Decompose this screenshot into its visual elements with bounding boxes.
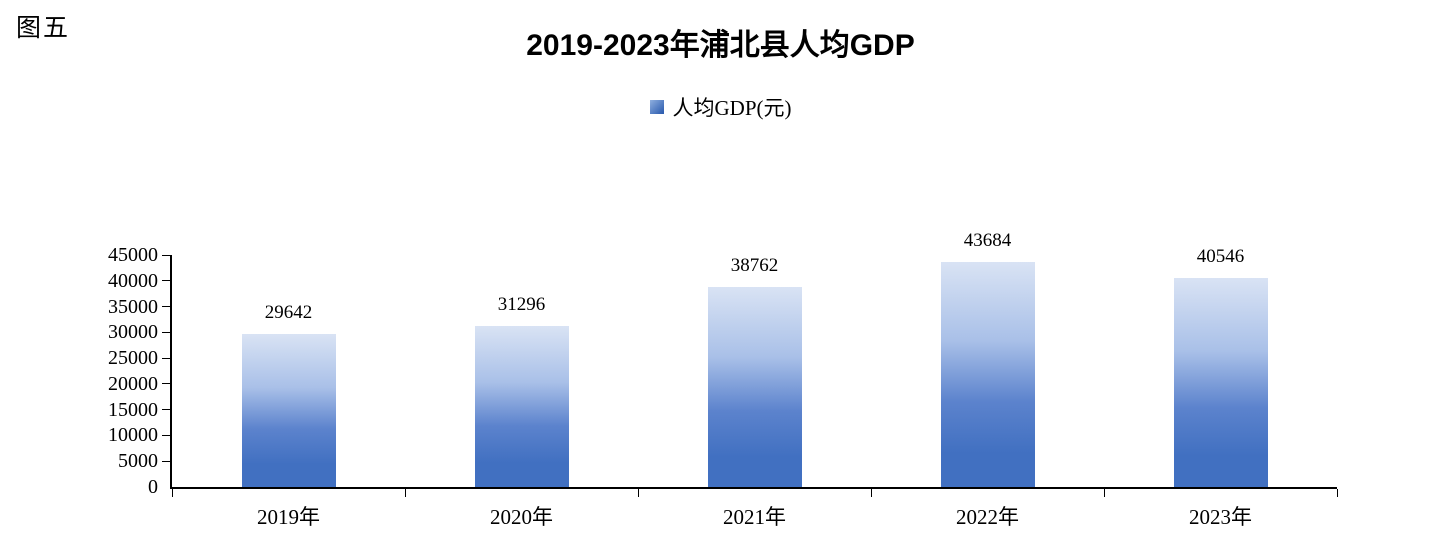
- y-axis-tick: [162, 306, 170, 308]
- legend: 人均GDP(元): [0, 92, 1441, 122]
- y-axis-label: 15000: [108, 398, 158, 421]
- y-axis-tick: [162, 280, 170, 282]
- x-axis-tick: [171, 489, 173, 497]
- x-axis-category-label: 2019年: [257, 505, 320, 529]
- x-axis-tick: [404, 489, 406, 497]
- y-axis-label: 25000: [108, 347, 158, 370]
- y-axis-tick: [162, 460, 170, 462]
- y-axis-label: 45000: [108, 244, 158, 266]
- x-axis-tick: [870, 489, 872, 497]
- y-axis-label: 30000: [108, 321, 158, 344]
- bar-2022年: [940, 261, 1035, 487]
- bar-2020年: [474, 325, 569, 487]
- y-axis-label: 35000: [108, 295, 158, 318]
- bar-value-label: 40546: [1196, 245, 1245, 267]
- y-axis-label: 5000: [118, 450, 158, 473]
- figure-label: 图五: [16, 15, 71, 42]
- x-axis-category-label: 2020年: [490, 505, 553, 529]
- y-axis-label: 20000: [108, 372, 158, 395]
- plot-area: 0 5000 10000 15000 20000 25000 30000 35000 40000…: [108, 230, 1338, 529]
- x-axis-category-label: 2021年: [723, 505, 786, 529]
- y-axis-tick: [162, 383, 170, 385]
- legend-marker-icon: [649, 100, 664, 114]
- bar-2023年: [1173, 277, 1268, 487]
- x-axis-category-label: 2023年: [1189, 505, 1252, 529]
- bar-value-label: 43684: [963, 229, 1012, 251]
- bar-2019年: [241, 334, 336, 487]
- y-axis-tick: [162, 331, 170, 333]
- y-axis-label: 10000: [108, 424, 158, 447]
- chart-title: 2019-2023年浦北县人均GDP: [526, 29, 915, 62]
- x-axis-tick: [1103, 489, 1105, 497]
- x-axis-tick: [637, 489, 639, 497]
- y-axis-label: 40000: [108, 269, 158, 292]
- y-axis-tick: [162, 254, 170, 256]
- bar-value-label: 29642: [264, 302, 313, 324]
- x-axis-category-label: 2022年: [956, 505, 1019, 529]
- y-axis-label: 0: [148, 476, 158, 498]
- bar-value-label: 38762: [730, 255, 779, 277]
- bar-2021年: [707, 287, 802, 487]
- x-axis-tick: [1336, 489, 1338, 497]
- bar-value-label: 31296: [497, 293, 546, 315]
- y-axis-tick: [162, 409, 170, 411]
- y-axis-tick: [162, 434, 170, 436]
- y-axis-tick: [162, 357, 170, 359]
- legend-label: 人均GDP(元): [672, 96, 792, 120]
